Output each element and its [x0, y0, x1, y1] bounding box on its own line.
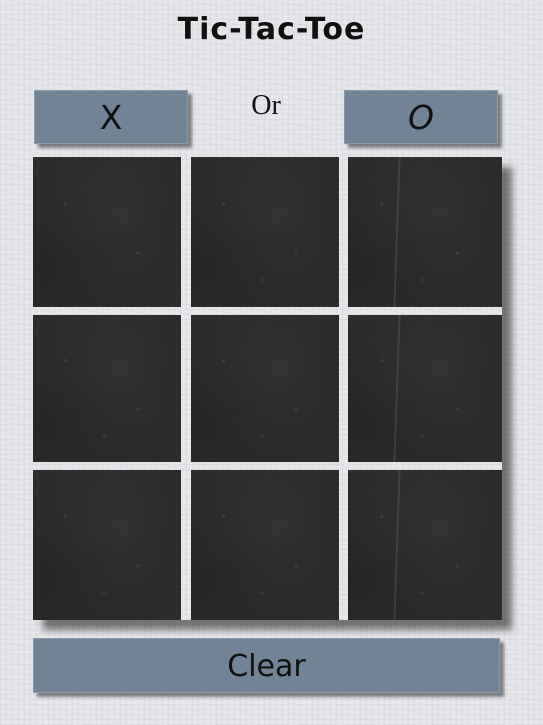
cell-mark	[33, 470, 181, 620]
cell-mark	[191, 157, 339, 307]
cell-mark	[348, 315, 502, 462]
choose-o-button[interactable]: O	[344, 90, 498, 144]
page-title: Tic-Tac-Toe	[177, 12, 366, 47]
choose-x-button[interactable]: X	[34, 90, 188, 144]
board-cell-3[interactable]	[348, 157, 502, 307]
cell-mark	[348, 157, 502, 307]
board-cell-5[interactable]	[191, 315, 339, 462]
board-cell-9[interactable]	[348, 470, 502, 620]
board-cell-7[interactable]	[33, 470, 181, 620]
clear-button[interactable]: Clear	[33, 638, 500, 693]
board-cell-4[interactable]	[33, 315, 181, 462]
or-label: Or	[251, 90, 281, 121]
cell-mark	[33, 315, 181, 462]
cell-mark	[348, 470, 502, 620]
board-cell-8[interactable]	[191, 470, 339, 620]
board-cell-6[interactable]	[348, 315, 502, 462]
game-board	[33, 157, 502, 620]
board-cell-2[interactable]	[191, 157, 339, 307]
board-cell-1[interactable]	[33, 157, 181, 307]
cell-mark	[33, 157, 181, 307]
cell-mark	[191, 470, 339, 620]
cell-mark	[191, 315, 339, 462]
